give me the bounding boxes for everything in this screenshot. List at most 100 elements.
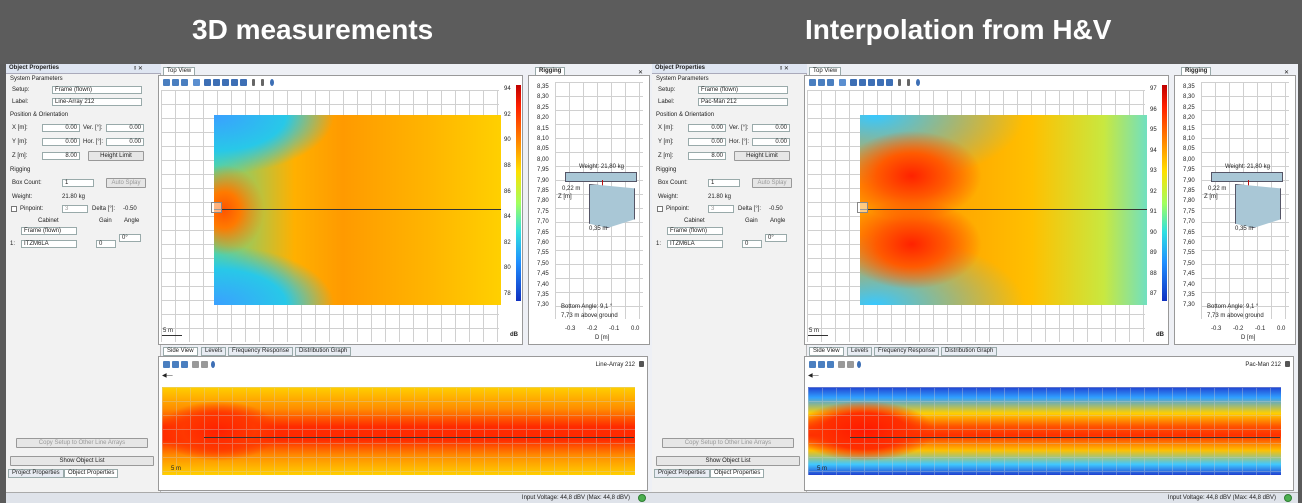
show-object-list-button[interactable]: Show Object List bbox=[656, 456, 800, 466]
height-limit-button[interactable]: Height Limit bbox=[734, 151, 790, 161]
pen-icon[interactable] bbox=[252, 79, 255, 86]
tab-side-0[interactable]: Side View bbox=[163, 347, 198, 356]
close-icon[interactable]: ✕ bbox=[1284, 70, 1290, 76]
tab-side-2[interactable]: Frequency Response bbox=[874, 347, 940, 356]
view-icon[interactable] bbox=[204, 79, 211, 86]
pin-icon[interactable] bbox=[211, 361, 215, 368]
zoom-out-icon[interactable] bbox=[172, 79, 179, 86]
zoom-fit-icon[interactable] bbox=[181, 361, 188, 368]
tab-project-properties[interactable]: Project Properties bbox=[654, 469, 710, 478]
zoom-in-icon[interactable] bbox=[809, 361, 816, 368]
pinpoint-checkbox[interactable] bbox=[11, 206, 17, 212]
tab-side-1[interactable]: Levels bbox=[847, 347, 873, 356]
cabinet-select[interactable]: ITZM6LA bbox=[21, 240, 77, 248]
view-icon[interactable] bbox=[868, 79, 875, 86]
zoom-out-icon[interactable] bbox=[818, 361, 825, 368]
label-input[interactable]: Pac-Man 212 bbox=[698, 98, 788, 106]
tab-object-properties[interactable]: Object Properties bbox=[710, 469, 765, 478]
ver-input[interactable]: 0.00 bbox=[106, 124, 144, 132]
angle-input[interactable]: 0° bbox=[119, 234, 141, 242]
side-view-grid bbox=[808, 387, 1281, 475]
setup-select[interactable]: Frame (flown) bbox=[52, 86, 142, 94]
tab-object-properties[interactable]: Object Properties bbox=[64, 469, 119, 478]
view-icon[interactable] bbox=[859, 79, 866, 86]
tab-side-3[interactable]: Distribution Graph bbox=[941, 347, 998, 356]
box-count-select[interactable]: 1 bbox=[708, 179, 740, 187]
hor-input[interactable]: 0.00 bbox=[106, 138, 144, 146]
height-limit-button[interactable]: Height Limit bbox=[88, 151, 144, 161]
pinpoint-select[interactable]: 3 bbox=[708, 205, 734, 213]
auto-splay-button[interactable]: Auto Splay bbox=[752, 178, 792, 188]
y-input[interactable]: 0.00 bbox=[688, 138, 726, 146]
z-input[interactable]: 8.00 bbox=[688, 152, 726, 160]
chart-icon[interactable] bbox=[838, 361, 845, 368]
gain-select[interactable]: 0 bbox=[742, 240, 762, 248]
speaker-icon[interactable] bbox=[857, 202, 868, 213]
pin-close-icon[interactable]: ᵍ ✕ bbox=[134, 66, 143, 72]
x-input[interactable]: 0.00 bbox=[42, 124, 80, 132]
view-icon[interactable] bbox=[240, 79, 247, 86]
tab-side-1[interactable]: Levels bbox=[201, 347, 227, 356]
cabinet-frame-field[interactable]: Frame (flown) bbox=[667, 227, 723, 235]
setup-select[interactable]: Frame (flown) bbox=[698, 86, 788, 94]
zoom-fit-icon[interactable] bbox=[827, 361, 834, 368]
arrow-left-icon[interactable]: ◀— bbox=[162, 373, 173, 379]
hor-input[interactable]: 0.00 bbox=[752, 138, 790, 146]
view-icon[interactable] bbox=[877, 79, 884, 86]
view-icon[interactable] bbox=[886, 79, 893, 86]
box-count-select[interactable]: 1 bbox=[62, 179, 94, 187]
zoom-fit-icon[interactable] bbox=[181, 79, 188, 86]
show-object-list-button[interactable]: Show Object List bbox=[10, 456, 154, 466]
line-icon[interactable] bbox=[201, 361, 208, 368]
pin-icon[interactable] bbox=[916, 79, 920, 86]
x-input[interactable]: 0.00 bbox=[688, 124, 726, 132]
zoom-fit-icon[interactable] bbox=[827, 79, 834, 86]
line-icon[interactable] bbox=[261, 79, 264, 86]
db-tick-label: 86 bbox=[504, 188, 511, 195]
view-icon[interactable] bbox=[231, 79, 238, 86]
speaker-icon[interactable] bbox=[211, 202, 222, 213]
zoom-out-icon[interactable] bbox=[818, 79, 825, 86]
cabinet-frame-field[interactable]: Frame (flown) bbox=[21, 227, 77, 235]
pin-icon[interactable] bbox=[857, 361, 861, 368]
gain-select[interactable]: 0 bbox=[96, 240, 116, 248]
z-input[interactable]: 8.00 bbox=[42, 152, 80, 160]
tab-side-3[interactable]: Distribution Graph bbox=[295, 347, 352, 356]
cabinet-select[interactable]: ITZM6LA bbox=[667, 240, 723, 248]
zoom-out-icon[interactable] bbox=[172, 361, 179, 368]
db-unit-label: dB bbox=[1156, 332, 1164, 338]
tab-side-0[interactable]: Side View bbox=[809, 347, 844, 356]
lock-icon[interactable] bbox=[1285, 361, 1290, 367]
grid-icon[interactable] bbox=[193, 79, 200, 86]
tab-project-properties[interactable]: Project Properties bbox=[8, 469, 64, 478]
arrow-left-icon[interactable]: ◀— bbox=[808, 373, 819, 379]
view-icon[interactable] bbox=[213, 79, 220, 86]
copy-setup-button[interactable]: Copy Setup to Other Line Arrays bbox=[16, 438, 148, 448]
rig-y-tick-label: 7,45 bbox=[537, 271, 549, 278]
y-input[interactable]: 0.00 bbox=[42, 138, 80, 146]
zoom-in-icon[interactable] bbox=[163, 361, 170, 368]
auto-splay-button[interactable]: Auto Splay bbox=[106, 178, 146, 188]
line-icon[interactable] bbox=[907, 79, 910, 86]
close-icon[interactable]: ✕ bbox=[638, 70, 644, 76]
ver-input[interactable]: 0.00 bbox=[752, 124, 790, 132]
pinpoint-checkbox[interactable] bbox=[657, 206, 663, 212]
copy-setup-button[interactable]: Copy Setup to Other Line Arrays bbox=[662, 438, 794, 448]
pinpoint-select[interactable]: 3 bbox=[62, 205, 88, 213]
view-icon[interactable] bbox=[222, 79, 229, 86]
grid-icon[interactable] bbox=[839, 79, 846, 86]
lock-icon[interactable] bbox=[639, 361, 644, 367]
zoom-in-icon[interactable] bbox=[809, 79, 816, 86]
label-input[interactable]: Line-Array 212 bbox=[52, 98, 142, 106]
rig-y-tick-label: 7,95 bbox=[1183, 167, 1195, 174]
zoom-in-icon[interactable] bbox=[163, 79, 170, 86]
pin-close-icon[interactable]: ᵍ ✕ bbox=[780, 66, 789, 72]
pen-icon[interactable] bbox=[898, 79, 901, 86]
tab-side-2[interactable]: Frequency Response bbox=[228, 347, 294, 356]
line-icon[interactable] bbox=[847, 361, 854, 368]
view-icon[interactable] bbox=[850, 79, 857, 86]
angle-input[interactable]: 0° bbox=[765, 234, 787, 242]
chart-icon[interactable] bbox=[192, 361, 199, 368]
pin-icon[interactable] bbox=[270, 79, 274, 86]
ver-label: Ver. [°]: bbox=[729, 125, 749, 131]
